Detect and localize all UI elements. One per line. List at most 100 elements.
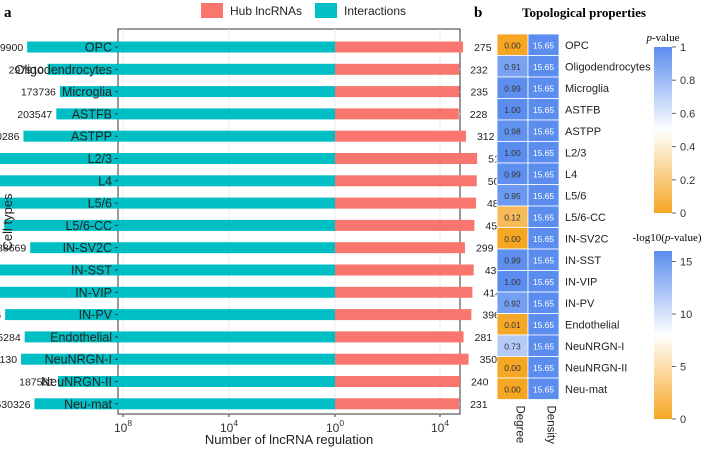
data-label-hub: 232 (470, 64, 488, 76)
heat-row-label: L5/6-CC (565, 212, 606, 224)
heat-cell-density (527, 377, 560, 400)
data-label-interactions: 954130 (0, 354, 17, 366)
tick-label-category: IN-PV (79, 308, 113, 322)
bar-hub-lncrnas (335, 242, 465, 254)
tick-label-x: 104 (220, 418, 238, 435)
heat-value-density: 15.65 (533, 83, 555, 93)
heat-value-degree: 0.92 (504, 298, 521, 308)
heat-value-degree: 1.00 (504, 277, 521, 287)
tick-label-category: OPC (85, 41, 112, 55)
bar-interactions (47, 63, 335, 75)
pvalue-ticks: 1 0.8 0.6 0.4 0.2 0 (672, 42, 695, 220)
heat-row-label: IN-SV2C (565, 233, 608, 245)
heat-value-degree: 0.73 (504, 341, 521, 351)
bar-interactions (0, 197, 335, 209)
heat-value-density: 15.65 (533, 40, 555, 50)
heat-value-density: 15.65 (533, 169, 555, 179)
heat-row-label: Oligodendrocytes (565, 61, 651, 73)
heat-value-density: 15.65 (533, 212, 555, 222)
tick-label-category: Endothelial (50, 330, 112, 344)
data-label-hub: 299 (476, 243, 494, 255)
panel-b: b Topological properties 0.00 15.65 OPC 0.9… (474, 5, 702, 444)
bar-hub-lncrnas (335, 331, 464, 343)
heat-value-density: 15.65 (533, 363, 555, 373)
pvalue-legend-title: p-value (646, 32, 680, 44)
heat-value-degree: 0.12 (504, 212, 521, 222)
heatmap-columns: Degree Density (514, 406, 557, 445)
heat-column-label: Density (545, 406, 557, 445)
log-gradient (654, 251, 672, 419)
tick-label-x: 100 (326, 418, 344, 435)
tick-label-category: Microglia (62, 85, 112, 99)
bar-interactions (56, 108, 335, 120)
bar-hub-lncrnas (335, 153, 478, 164)
data-label-hub: 228 (470, 109, 488, 121)
panel-a: a Hub lncRNAs Interactions 729900 275 2979… (0, 3, 506, 447)
colorbar-tick-label: 0 (680, 208, 686, 220)
bar-hub-lncrnas (335, 130, 466, 142)
heat-value-degree: 0.99 (504, 169, 521, 179)
tick-label-category: L2/3 (88, 152, 112, 166)
heat-row-label: L5/6 (565, 190, 586, 202)
heat-value-degree: 0.01 (504, 320, 521, 330)
heat-value-degree: 0.00 (504, 234, 521, 244)
data-label-interactions: 815284 (0, 332, 21, 344)
tick-label-category: Oligodendrocytes (15, 63, 112, 77)
colorbar-tick-label: 0.8 (680, 75, 695, 87)
data-label-interactions: 860286 (0, 131, 20, 143)
data-label-interactions: 173736 (21, 87, 56, 99)
y-axis-title: Cell types (0, 193, 15, 251)
heat-value-degree: 0.00 (504, 384, 521, 394)
log-legend-title: -log10(p-value) (632, 232, 701, 244)
heat-value-density: 15.65 (533, 298, 555, 308)
tick-label-category: Neu-mat (64, 397, 112, 411)
heat-value-density: 15.65 (533, 320, 555, 330)
colorbar-tick-label: 0 (680, 414, 686, 426)
heat-value-density: 15.65 (533, 148, 555, 158)
legend: Hub lncRNAs Interactions (201, 3, 406, 18)
tick-label-x: 104 (431, 418, 449, 435)
bar-interactions (58, 376, 335, 387)
bar-interactions (4, 219, 335, 231)
colorbar-tick-label: 0.6 (680, 108, 695, 120)
bar-hub-lncrnas (335, 286, 473, 298)
heat-row-label: IN-PV (565, 298, 595, 310)
data-label-interactions: 203547 (17, 109, 52, 121)
data-label-interactions: 638669 (0, 243, 26, 255)
bar-interactions (59, 86, 335, 98)
heat-value-degree: 0.99 (504, 255, 521, 265)
heat-row-label: Neu-mat (565, 384, 607, 396)
bar-interactions (34, 398, 336, 410)
heat-value-degree: 0.98 (504, 126, 521, 136)
bar-hub-lncrnas (335, 376, 460, 387)
value-axis: 108 104 100 104 (114, 414, 449, 435)
bar-hub-lncrnas (335, 175, 477, 187)
data-label-interactions: 297910 (9, 64, 44, 76)
heat-value-degree: 1.00 (504, 148, 521, 158)
heat-value-degree: 0.00 (504, 363, 521, 373)
tick-label-category: L5/6 (88, 197, 112, 211)
colorbar-tick-label: 10 (680, 309, 692, 321)
heat-value-density: 15.65 (533, 277, 555, 287)
heat-value-density: 15.65 (533, 341, 555, 351)
tick-label-category: IN-SV2C (63, 241, 112, 255)
heat-value-degree: 1.00 (504, 105, 521, 115)
bar-hub-lncrnas (335, 264, 474, 276)
colorbar-tick-label: 0.2 (680, 175, 695, 187)
data-label-hub: 396 (482, 310, 500, 322)
bar-hub-lncrnas (335, 63, 460, 75)
bar-interactions (0, 175, 335, 187)
tick-label-category: ASTFB (72, 107, 112, 121)
pvalue-colorbar: p-value 1 0.8 0.6 0.4 0.2 0 (646, 32, 696, 220)
data-label-hub: 235 (470, 87, 488, 99)
category-axis: OPC Oligodendrocytes Microglia ASTFB ASTPP L2… (15, 41, 118, 411)
colorbar-tick-label: 0.4 (680, 142, 695, 154)
bar-hub-lncrnas (335, 219, 475, 231)
bar-interactions (24, 331, 336, 343)
colorbar-tick-label: 15 (680, 257, 692, 269)
data-label-hub: 275 (474, 42, 492, 54)
heat-row-label: OPC (565, 40, 589, 52)
data-label-interactions: 1921256 (0, 310, 1, 322)
legend-label-hub: Hub lncRNAs (230, 4, 302, 18)
